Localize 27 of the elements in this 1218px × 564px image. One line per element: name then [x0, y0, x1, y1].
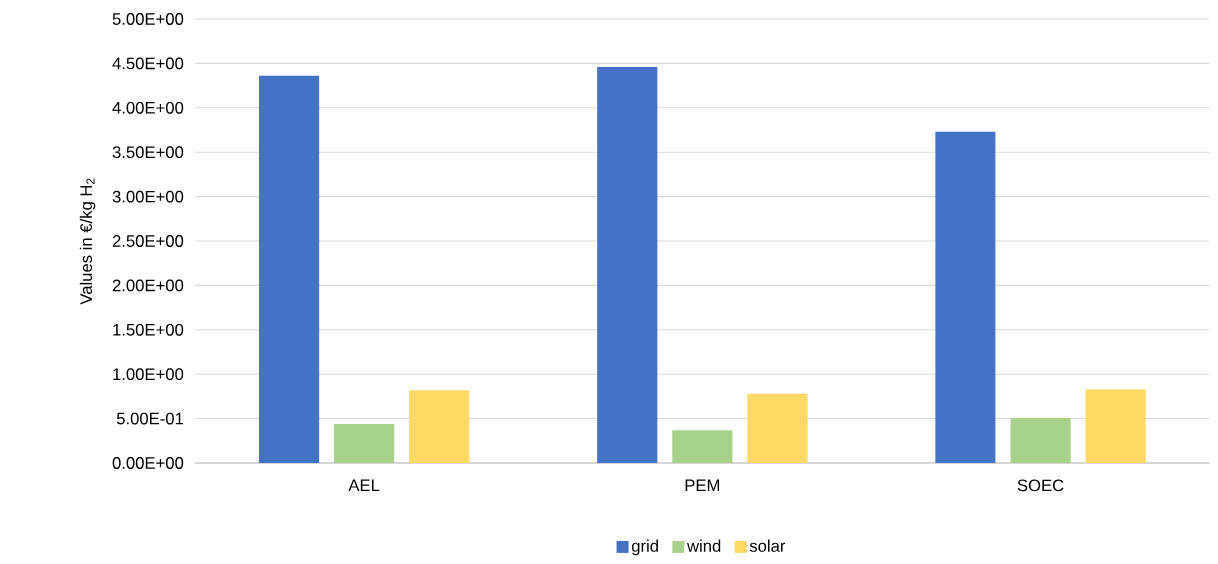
- bar: [334, 423, 395, 463]
- legend-label: wind: [687, 539, 721, 552]
- y-axis-title: Values in €/kg H$_{2}$: [79, 178, 96, 305]
- legend-label: solar: [749, 539, 786, 552]
- bar: [1085, 389, 1146, 463]
- y-tick-label: 1.50E+00: [113, 323, 184, 336]
- legend-label: grid: [631, 539, 658, 556]
- y-tick-label: 2.50E+00: [112, 235, 184, 247]
- bar: [1010, 417, 1071, 463]
- bar: [747, 393, 808, 463]
- y-tick-label: 0.00E+00: [112, 457, 184, 469]
- bar: [409, 390, 470, 463]
- y-tick-label: 1.00E+00: [113, 368, 184, 381]
- x-tick-label: AEL: [348, 479, 380, 491]
- y-tick-label: 3.50E+00: [112, 146, 184, 159]
- x-tick-label: SOEC: [1017, 479, 1064, 492]
- y-tick-label: 3.00E+00: [112, 190, 184, 203]
- bar: [935, 131, 996, 463]
- y-tick-label: 5.00E-01: [116, 412, 184, 425]
- bar: [258, 75, 320, 463]
- bar: [672, 430, 733, 463]
- y-tick-label: 4.50E+00: [112, 57, 184, 70]
- y-tick-label: 5.00E+00: [112, 13, 184, 25]
- y-tick-label: 2.00E+00: [112, 279, 184, 292]
- x-tick-label: PEM: [685, 479, 720, 491]
- y-tick-label: 4.00E+00: [112, 101, 184, 114]
- bar: [597, 66, 658, 463]
